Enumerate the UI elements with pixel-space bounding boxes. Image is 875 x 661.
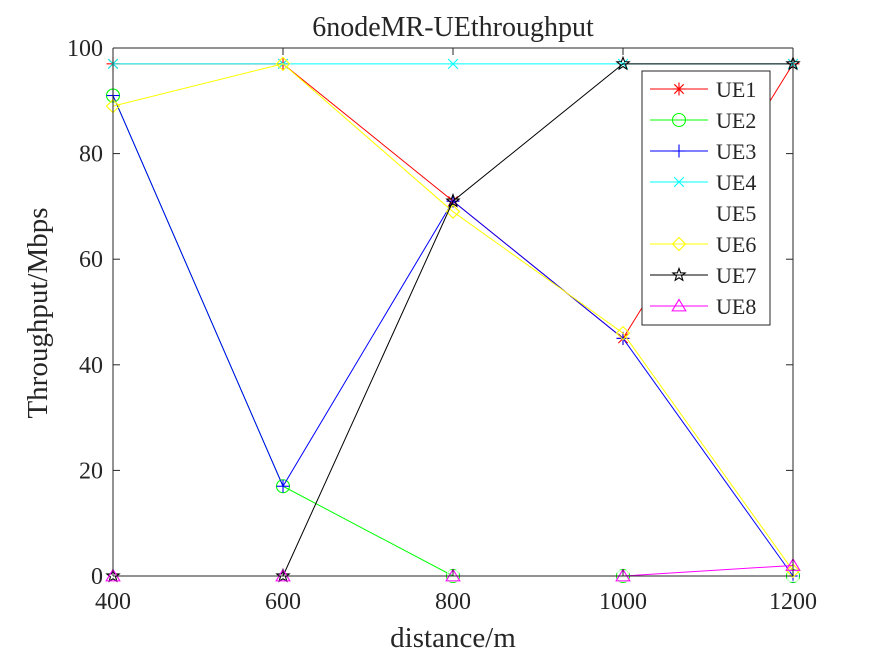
data-point-ue6-3 (615, 325, 631, 341)
data-point-ue8-2 (445, 568, 461, 582)
series-line-ue6 (112, 63, 794, 572)
data-point-ue7-1 (275, 567, 291, 583)
legend-label-ue7: UE7 (716, 263, 756, 288)
data-point-ue6-4 (785, 563, 801, 578)
y-tick-label-2: 40 (79, 353, 103, 379)
x-tick-label-3: 1000 (599, 589, 647, 615)
x-axis-label: distance/m (390, 622, 516, 654)
legend-entry-ue4: UE4 (650, 170, 756, 195)
legend-label-ue6: UE6 (716, 232, 756, 257)
data-point-ue7-0 (105, 567, 121, 583)
legend-marker-ue3 (672, 144, 686, 158)
y-tick-label-5: 100 (67, 36, 103, 62)
y-tick-label-3: 60 (79, 247, 103, 273)
legend-label-ue8: UE8 (716, 294, 756, 319)
legend-marker-ue4 (673, 176, 685, 188)
data-point-ue3-1 (276, 479, 290, 493)
legend-entry-ue6: UE6 (650, 232, 756, 257)
legend-marker-ue5 (673, 207, 685, 219)
legend-label-ue1: UE1 (716, 77, 756, 102)
chart-title: 6nodeMR-UEthroughput (312, 12, 594, 43)
data-point-ue8-3 (615, 568, 631, 582)
x-tick-label-0: 400 (95, 589, 131, 615)
legend: UE1 UE2 UE3 UE4 UE5 UE6 UE7 UE8 (641, 70, 771, 326)
legend-entry-ue3: UE3 (650, 139, 756, 164)
y-tick-label-0: 0 (91, 564, 103, 590)
data-point-ue4-2 (447, 58, 459, 70)
legend-label-ue2: UE2 (716, 108, 756, 133)
y-tick-label-4: 80 (79, 142, 103, 168)
legend-entry-ue5: UE5 (650, 201, 756, 226)
data-point-ue8-1 (275, 568, 291, 582)
data-point-ue7-2 (445, 193, 461, 208)
legend-label-ue3: UE3 (716, 139, 756, 164)
data-point-ue7-3 (615, 55, 631, 71)
legend-label-ue5: UE5 (716, 201, 756, 226)
y-tick-label-1: 20 (79, 458, 103, 484)
legend-marker-ue6 (671, 236, 687, 252)
legend-entry-ue8: UE8 (650, 294, 756, 319)
x-tick-label-1: 600 (265, 589, 301, 615)
legend-marker-ue2 (671, 112, 687, 128)
legend-marker-ue8 (671, 298, 687, 312)
legend-label-ue4: UE4 (716, 170, 756, 195)
legend-box (641, 70, 771, 326)
legend-entry-ue7: UE7 (650, 263, 756, 288)
x-tick-label-4: 1200 (769, 589, 817, 615)
legend-marker-ue1 (672, 82, 686, 96)
axes-layer: 400 600 800 1000 1200 0 20 40 60 80 100 (67, 36, 817, 615)
x-tick-label-2: 800 (435, 589, 471, 615)
data-point-ue6-1 (275, 56, 291, 72)
legend-marker-ue7 (671, 266, 687, 282)
y-axis-label: Throughput/Mbps (22, 207, 54, 418)
data-point-ue8-0 (105, 568, 121, 582)
legend-entry-ue1: UE1 (650, 77, 756, 102)
legend-entry-ue2: UE2 (650, 108, 756, 133)
